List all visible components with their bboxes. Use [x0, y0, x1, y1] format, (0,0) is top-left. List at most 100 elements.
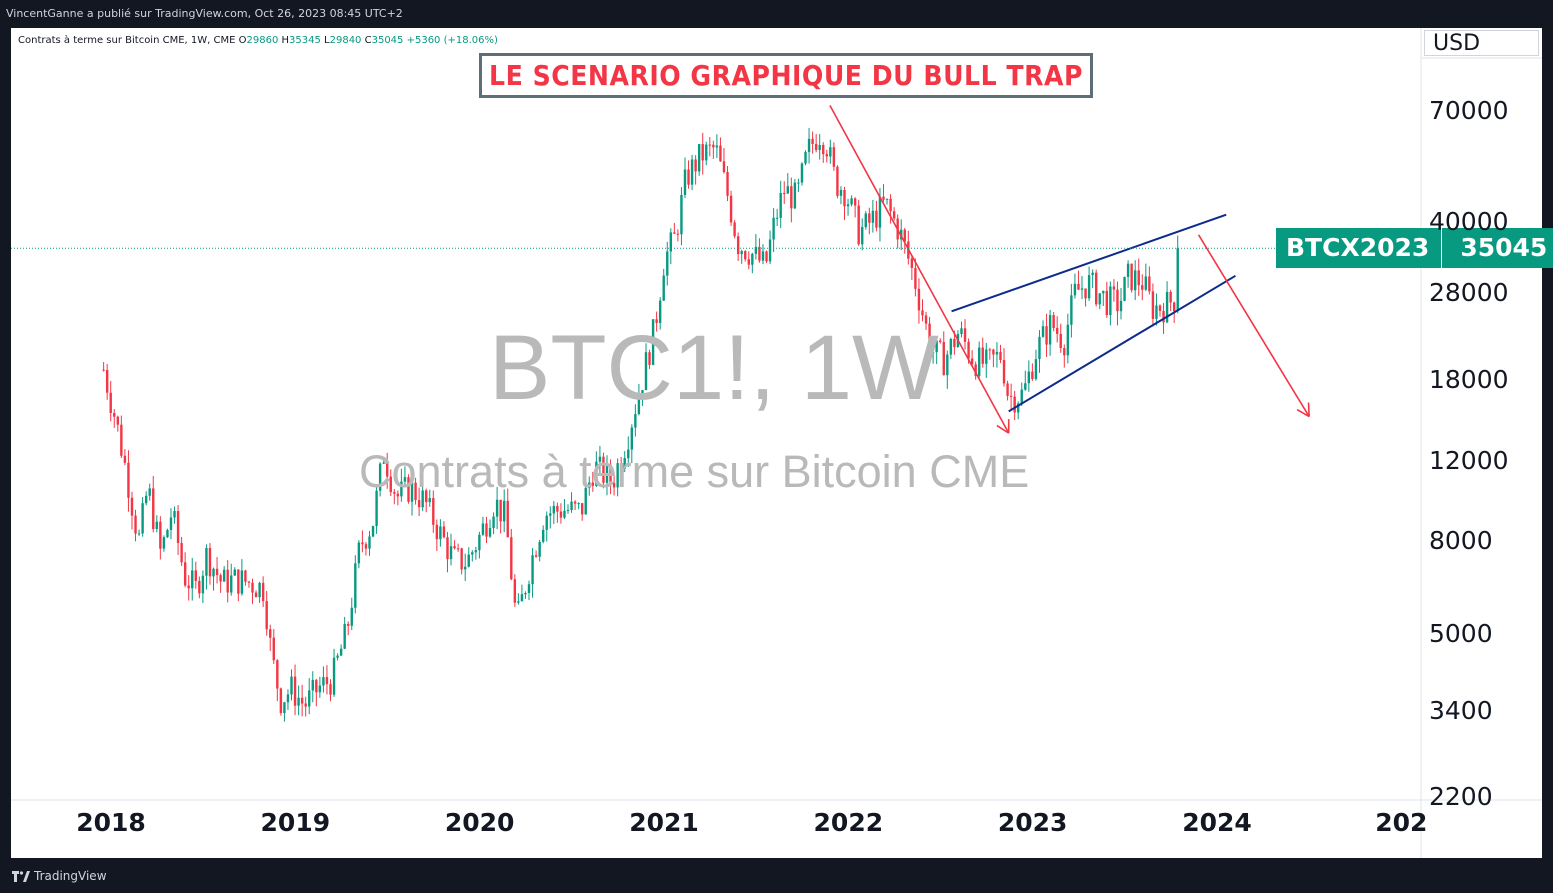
- candle-body: [329, 684, 332, 695]
- candle-body: [814, 144, 818, 151]
- candle-body: [368, 536, 371, 549]
- candle-body: [974, 364, 977, 376]
- candle-body: [478, 534, 481, 551]
- down-arrow-head: [1296, 408, 1310, 418]
- candle-body: [545, 515, 548, 530]
- candle-body: [556, 505, 559, 512]
- candle-body: [1148, 276, 1151, 292]
- candle-body: [471, 552, 474, 555]
- candle-body: [666, 251, 669, 276]
- candle-body: [729, 195, 733, 223]
- candle-body: [765, 251, 768, 262]
- candle-body: [768, 239, 772, 262]
- candle-body: [467, 554, 470, 567]
- candle-body: [1041, 326, 1045, 337]
- candle-body: [1098, 293, 1101, 305]
- candle-body: [283, 702, 286, 714]
- candle-body: [736, 236, 740, 255]
- chart-canvas[interactable]: [11, 28, 1542, 858]
- candle-body: [861, 227, 864, 245]
- candle-body: [456, 548, 460, 550]
- footer-bar: TradingView: [0, 862, 1553, 893]
- candle-body: [339, 648, 343, 656]
- candle-body: [673, 232, 676, 234]
- candle-body: [527, 584, 531, 593]
- candle-body: [1045, 326, 1048, 345]
- x-tick-label: 2021: [629, 808, 699, 837]
- candle-body: [1158, 305, 1162, 311]
- candle-body: [690, 159, 694, 185]
- candle-body: [230, 575, 233, 593]
- candle-body: [963, 328, 967, 342]
- candle-body: [1002, 359, 1006, 384]
- candle-body: [201, 575, 205, 594]
- candle-body: [882, 196, 885, 200]
- candle-body: [382, 462, 385, 464]
- y-tick-label: 70000: [1429, 96, 1509, 125]
- candle-body: [591, 482, 595, 486]
- symbol-legend[interactable]: Contrats à terme sur Bitcoin CME, 1W, CM…: [18, 35, 498, 46]
- candle-body: [740, 251, 743, 255]
- candle-body: [1084, 288, 1087, 299]
- candle-body: [272, 637, 275, 661]
- candle-body: [144, 495, 148, 504]
- candle-body: [488, 527, 492, 537]
- tradingview-logo[interactable]: TradingView: [12, 869, 107, 883]
- candle-body: [1176, 248, 1179, 312]
- candle-body: [205, 548, 208, 576]
- candle-body: [276, 660, 279, 689]
- candle-body: [446, 537, 449, 560]
- candle-body: [357, 542, 361, 564]
- candle-body: [878, 196, 882, 228]
- candle-body: [705, 144, 708, 161]
- candle-body: [130, 497, 134, 516]
- annotation-title-box[interactable]: LE SCENARIO GRAPHIQUE DU BULL TRAP: [479, 53, 1093, 98]
- candle-body: [417, 500, 421, 508]
- candle-body: [836, 166, 839, 196]
- candle-body: [176, 511, 180, 543]
- candle-body: [155, 521, 158, 530]
- candle-body: [1087, 275, 1091, 299]
- currency-selector[interactable]: USD: [1424, 30, 1539, 56]
- axes-group: [11, 28, 1542, 858]
- candle-body: [407, 477, 410, 502]
- x-tick-label: 2022: [813, 808, 884, 837]
- candle-body: [811, 138, 814, 145]
- candle-body: [939, 340, 942, 343]
- candle-body: [697, 144, 701, 172]
- candle-body: [800, 163, 804, 183]
- candle-body: [744, 251, 747, 260]
- candle-body: [839, 189, 843, 196]
- candle-body: [853, 198, 857, 206]
- candle-body: [623, 458, 626, 469]
- candle-body: [850, 198, 853, 205]
- candle-body: [892, 211, 896, 219]
- candle-body: [105, 369, 109, 393]
- candle-body: [1027, 371, 1031, 384]
- y-tick-label: 8000: [1429, 526, 1493, 556]
- candle-body: [290, 676, 293, 695]
- candle-body: [552, 505, 556, 514]
- x-tick-label: 2020: [444, 808, 515, 837]
- candle-body: [1055, 328, 1059, 334]
- candle-body: [120, 424, 123, 456]
- candle-body: [244, 570, 247, 582]
- candle-body: [988, 349, 992, 351]
- candle-body: [1155, 305, 1158, 319]
- candle-body: [350, 607, 353, 626]
- candle-body: [960, 328, 963, 335]
- x-tick-label: 202: [1375, 808, 1428, 837]
- price-tag-symbol: BTCX2023: [1276, 228, 1443, 268]
- candle-body: [300, 697, 304, 704]
- candle-body: [1034, 359, 1038, 380]
- candle-body: [233, 569, 236, 576]
- candle-body: [410, 482, 414, 502]
- legend-c-label: C: [364, 35, 372, 46]
- candle-body: [354, 563, 357, 608]
- candle-body: [215, 568, 219, 576]
- candle-body: [807, 138, 811, 153]
- candle-body: [775, 217, 779, 219]
- candle-body: [687, 169, 690, 185]
- candle-body: [1109, 286, 1112, 316]
- candle-body: [538, 541, 541, 557]
